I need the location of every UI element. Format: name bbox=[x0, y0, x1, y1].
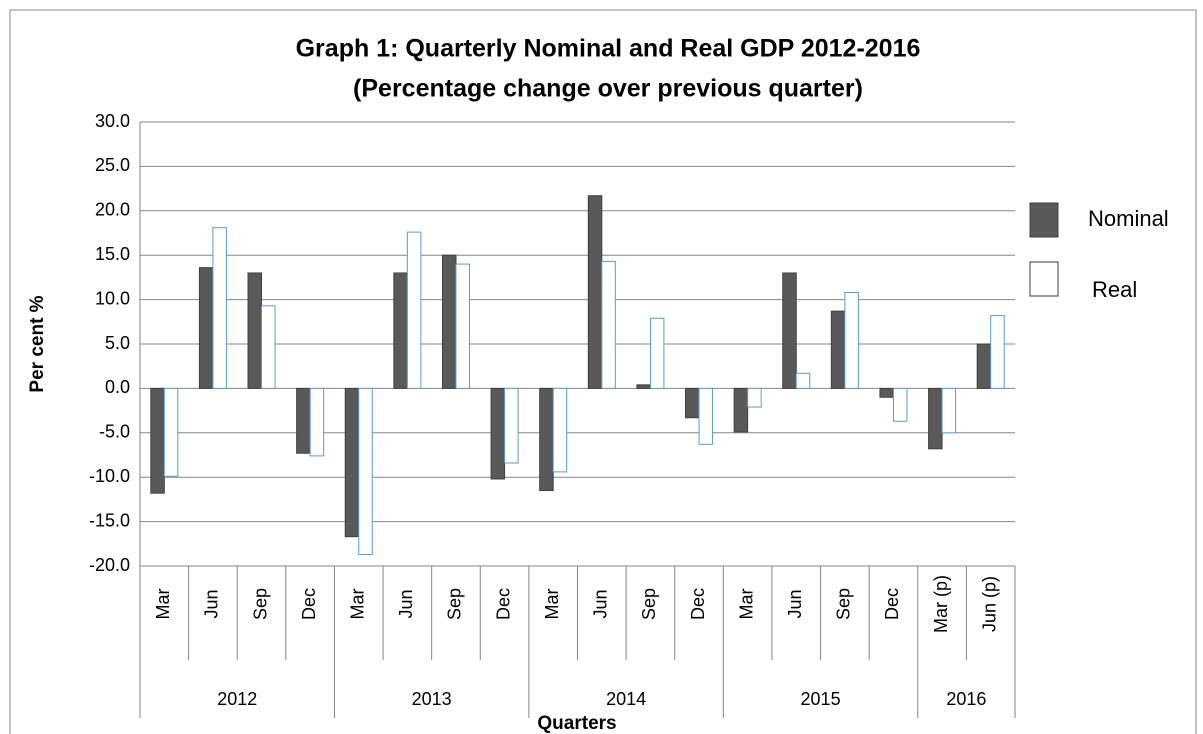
bar bbox=[163, 387, 179, 477]
bar bbox=[844, 291, 859, 389]
x-tick-label: Dec bbox=[299, 588, 319, 620]
bar bbox=[198, 267, 214, 389]
bar bbox=[892, 387, 908, 422]
x-tick-label: Dec bbox=[493, 588, 513, 620]
y-tick-label: 30.0 bbox=[95, 111, 130, 131]
legend-swatch bbox=[1029, 261, 1059, 297]
x-tick-label: Jun bbox=[591, 589, 611, 618]
bar bbox=[685, 387, 700, 419]
bar bbox=[636, 384, 651, 389]
y-tick-label: 25.0 bbox=[95, 155, 130, 175]
x-tick-label: Mar bbox=[542, 588, 562, 619]
y-tick-label: 15.0 bbox=[95, 244, 130, 264]
y-tick-label: 20.0 bbox=[95, 200, 130, 220]
x-tick-label: Jun bbox=[785, 589, 805, 618]
bar bbox=[247, 272, 263, 389]
x-tick-label: Mar (p) bbox=[931, 575, 951, 633]
x-group-label: 2015 bbox=[801, 689, 841, 709]
x-tick-label: Dec bbox=[882, 588, 902, 620]
y-axis-title: Per cent % bbox=[27, 295, 48, 392]
bar bbox=[747, 387, 762, 408]
x-tick-label: Sep bbox=[445, 588, 465, 620]
x-tick-label: Jun bbox=[396, 589, 416, 618]
bar bbox=[649, 317, 665, 389]
bar bbox=[309, 387, 325, 457]
x-tick-label: Sep bbox=[834, 588, 854, 620]
bar bbox=[601, 260, 616, 389]
y-tick-label: 0.0 bbox=[105, 377, 130, 397]
bar bbox=[782, 272, 797, 389]
y-tick-label: -20.0 bbox=[89, 555, 130, 575]
bar bbox=[358, 387, 373, 555]
bar bbox=[406, 231, 422, 389]
bar bbox=[587, 195, 603, 389]
x-tick-label: Mar bbox=[348, 588, 368, 619]
x-group-label: 2013 bbox=[412, 689, 452, 709]
x-axis-title: Quarters bbox=[537, 713, 616, 734]
y-tick-label: -15.0 bbox=[89, 510, 130, 530]
bar bbox=[296, 387, 311, 454]
bar bbox=[830, 310, 846, 389]
legend-label: Real bbox=[1092, 277, 1137, 302]
bar bbox=[879, 387, 894, 398]
bar bbox=[539, 387, 554, 492]
bar bbox=[504, 387, 519, 464]
x-tick-label: Mar bbox=[736, 588, 756, 619]
bar bbox=[441, 254, 457, 389]
bar bbox=[795, 372, 811, 389]
bar bbox=[150, 387, 165, 494]
bar bbox=[455, 263, 470, 389]
x-tick-label: Sep bbox=[250, 588, 270, 620]
bar bbox=[990, 315, 1005, 389]
y-tick-label: -10.0 bbox=[89, 466, 130, 486]
bar bbox=[344, 387, 360, 538]
y-tick-label: -5.0 bbox=[99, 422, 130, 442]
bar bbox=[552, 387, 568, 473]
bar bbox=[393, 272, 408, 389]
x-group-label: 2012 bbox=[217, 689, 257, 709]
legend-label: Nominal bbox=[1088, 206, 1169, 231]
bar bbox=[928, 387, 943, 450]
chart-title: Graph 1: Quarterly Nominal and Real GDP … bbox=[296, 35, 921, 63]
bar bbox=[976, 343, 992, 389]
x-tick-label: Jun bbox=[202, 589, 222, 618]
x-group-label: 2014 bbox=[606, 689, 646, 709]
chart-subtitle: (Percentage change over previous quarter… bbox=[353, 75, 863, 103]
bar bbox=[733, 387, 749, 433]
bar bbox=[490, 387, 506, 480]
x-tick-label: Mar bbox=[153, 588, 173, 619]
x-group-label: 2016 bbox=[946, 689, 986, 709]
x-tick-label: Dec bbox=[688, 588, 708, 620]
bar bbox=[261, 305, 276, 389]
bar bbox=[698, 387, 714, 445]
y-tick-label: 10.0 bbox=[95, 288, 130, 308]
y-tick-label: 5.0 bbox=[105, 333, 130, 353]
x-tick-label: Jun (p) bbox=[979, 576, 999, 632]
bar bbox=[212, 227, 227, 389]
legend-swatch bbox=[1029, 202, 1059, 238]
x-tick-label: Sep bbox=[639, 588, 659, 620]
bar bbox=[941, 387, 957, 434]
